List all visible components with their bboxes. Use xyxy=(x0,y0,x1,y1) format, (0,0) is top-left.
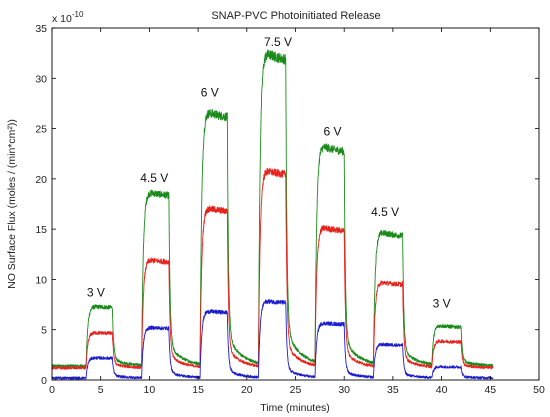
y-multiplier: x 10-10 xyxy=(52,10,84,25)
x-axis-label: Time (minutes) xyxy=(260,402,330,414)
y-axis-label: NO Surface Flux (moles / (min*cm²)) xyxy=(6,119,18,289)
x-tick-label: 5 xyxy=(98,384,104,396)
voltage-label: 3 V xyxy=(87,286,105,300)
voltage-label: 7.5 V xyxy=(264,35,292,49)
y-tick-label: 35 xyxy=(35,23,47,35)
x-tick-label: 40 xyxy=(436,384,448,396)
plot-area: 0 5 10 15 20 25 30 35 40 45 50 0 5 10 15 20 25 30 35 3 V 4… xyxy=(35,23,545,396)
x-tick-label: 25 xyxy=(290,384,302,396)
voltage-label: 4.5 V xyxy=(371,205,399,219)
voltage-label: 6 V xyxy=(201,85,219,99)
voltage-label: 3 V xyxy=(433,297,451,311)
x-tick-label: 45 xyxy=(484,384,496,396)
y-tick-label: 5 xyxy=(41,325,47,337)
x-tick-label: 20 xyxy=(241,384,253,396)
chart-title: SNAP-PVC Photoinitiated Release xyxy=(211,10,380,22)
x-axis: 0 5 10 15 20 25 30 35 40 45 50 xyxy=(49,28,545,396)
x-tick-label: 50 xyxy=(533,384,545,396)
voltage-label: 6 V xyxy=(324,125,342,139)
x-tick-label: 30 xyxy=(338,384,350,396)
y-axis: 0 5 10 15 20 25 30 35 xyxy=(35,23,539,387)
y-tick-label: 25 xyxy=(35,124,47,136)
y-tick-label: 30 xyxy=(35,73,47,85)
x-tick-label: 10 xyxy=(144,384,156,396)
series-line xyxy=(51,49,494,368)
x-tick-label: 0 xyxy=(49,384,55,396)
x-tick-label: 35 xyxy=(387,384,399,396)
series-layer xyxy=(51,49,494,380)
series-line xyxy=(51,167,494,370)
y-tick-label: 0 xyxy=(41,375,47,387)
x-tick-label: 15 xyxy=(192,384,204,396)
voltage-labels: 3 V 4.5 V 6 V 7.5 V 6 V 4.5 V 3 V xyxy=(87,35,451,310)
y-tick-label: 10 xyxy=(35,274,47,286)
plot-frame xyxy=(51,27,540,381)
y-tick-label: 15 xyxy=(35,224,47,236)
y-tick-label: 20 xyxy=(35,174,47,186)
voltage-label: 4.5 V xyxy=(140,171,168,185)
y-exponent: -10 xyxy=(72,10,84,19)
series-line xyxy=(51,298,494,380)
